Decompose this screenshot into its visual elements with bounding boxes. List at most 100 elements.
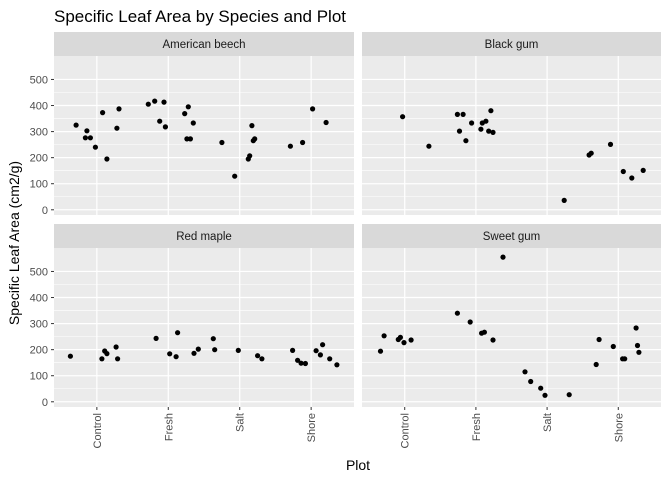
y-tick-label: 0 [42, 397, 48, 409]
data-point [317, 352, 323, 358]
data-point [486, 128, 492, 134]
data-point [145, 101, 151, 107]
y-tick-label: 400 [30, 293, 48, 305]
data-point [593, 361, 599, 368]
facet-strip-label: Sweet gum [483, 231, 541, 243]
data-point [467, 319, 473, 325]
data-point [115, 356, 121, 362]
data-point [73, 122, 79, 128]
data-point [500, 254, 506, 260]
data-point [478, 126, 484, 132]
panel-background [362, 248, 661, 407]
data-point [408, 337, 414, 343]
x-tick-label: Shore [613, 413, 625, 442]
data-point [116, 106, 122, 112]
x-tick-label: Salt [542, 413, 554, 432]
data-point [323, 119, 329, 126]
data-point [167, 351, 173, 357]
data-point [190, 120, 196, 126]
data-point [481, 329, 487, 335]
data-point [100, 110, 106, 116]
x-axis-title: Plot [346, 457, 370, 473]
x-tick-label: Shore [306, 413, 318, 442]
data-point [210, 336, 216, 342]
data-point [104, 351, 110, 357]
data-point [636, 349, 642, 355]
data-point [490, 129, 496, 135]
data-point [310, 106, 316, 112]
data-point [454, 310, 460, 316]
data-point [252, 136, 258, 142]
facet-panel: Red maple 0 100 200 300 400 500 Control Fresh Sal… [30, 224, 354, 448]
data-point [191, 350, 197, 356]
x-tick-label: Control [92, 413, 104, 448]
x-tick-label: Control [400, 413, 412, 448]
data-point [219, 139, 225, 146]
data-point [298, 360, 304, 366]
data-point [542, 392, 548, 398]
panels-layer: American beech 0 100 200 300 400 500 Black gum R… [30, 32, 661, 448]
data-point [153, 335, 159, 341]
data-point [426, 143, 432, 149]
data-point [588, 150, 594, 156]
data-point [566, 392, 572, 398]
y-tick-label: 100 [30, 371, 48, 383]
data-point [463, 138, 469, 144]
data-point [92, 144, 98, 150]
panel-background [54, 248, 354, 407]
facet-panel: Black gum [362, 32, 661, 215]
facet-strip [54, 32, 354, 56]
data-point [634, 342, 641, 349]
data-point [302, 360, 308, 367]
data-point [469, 120, 475, 126]
data-point [67, 353, 73, 359]
data-point [327, 356, 333, 362]
data-point [522, 369, 528, 375]
data-point [104, 156, 110, 162]
facet-strip [54, 224, 354, 248]
data-point [87, 135, 93, 141]
y-tick-label: 300 [30, 319, 48, 331]
data-point [401, 340, 407, 346]
data-point [454, 111, 460, 117]
data-point [290, 347, 296, 353]
y-tick-label: 100 [30, 179, 48, 191]
data-point [377, 348, 384, 354]
data-point [162, 124, 168, 130]
data-point [483, 118, 489, 124]
data-point [607, 141, 614, 147]
data-point [157, 118, 163, 124]
data-point [161, 99, 167, 105]
x-tick-label: Fresh [471, 413, 483, 441]
data-point [320, 342, 326, 348]
panel-background [54, 56, 354, 215]
x-tick-label: Salt [235, 413, 247, 432]
y-tick-label: 300 [30, 127, 48, 139]
data-point [232, 173, 238, 179]
data-point [187, 136, 193, 142]
data-point [255, 353, 261, 359]
facet-panel: Sweet gum Control Fresh Salt Shore [362, 224, 661, 448]
data-point [114, 125, 120, 131]
data-point [152, 98, 158, 104]
data-point [488, 108, 494, 114]
data-point [300, 139, 306, 146]
data-point [82, 135, 88, 141]
y-tick-label: 500 [30, 266, 48, 278]
y-tick-label: 200 [30, 153, 48, 165]
data-point [633, 325, 639, 331]
data-point [182, 111, 188, 117]
data-point [247, 153, 253, 159]
facet-strip [362, 32, 661, 56]
data-point [249, 123, 255, 129]
data-point [640, 167, 646, 173]
data-point [212, 347, 218, 353]
facet-strip [362, 224, 661, 248]
y-tick-label: 200 [30, 345, 48, 357]
data-point [173, 354, 179, 360]
data-point [490, 337, 496, 343]
data-point [460, 111, 466, 117]
panel-background [362, 56, 661, 215]
data-point [99, 356, 105, 362]
